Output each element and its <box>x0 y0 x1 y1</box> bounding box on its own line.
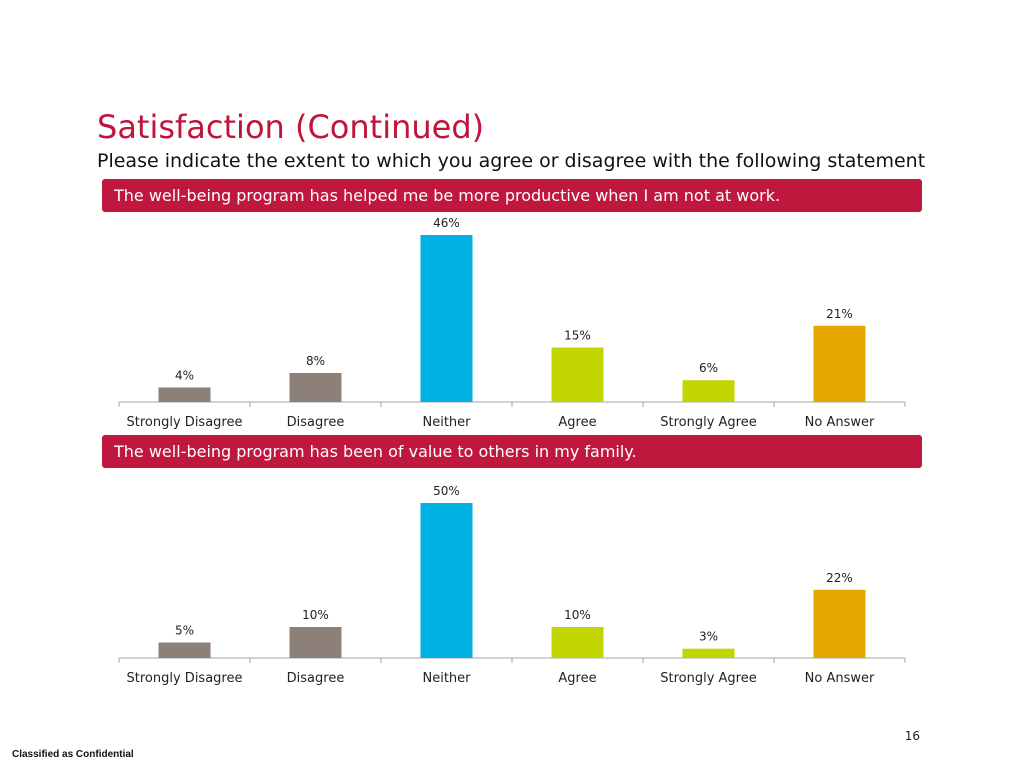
chart-1-data-label: 8% <box>306 354 325 368</box>
chart-2-tick-label: Disagree <box>287 671 345 686</box>
chart-1-data-label: 21% <box>826 307 853 321</box>
chart-1-data-label: 15% <box>564 329 591 343</box>
chart-1-bar <box>813 325 866 402</box>
chart-2-data-label: 50% <box>433 484 460 498</box>
chart-2-tick-label: Agree <box>558 671 596 686</box>
chart-2: 5% Strongly Disagree 10% Disagree 50% Neither… <box>118 484 906 686</box>
chart-2-bar <box>420 503 473 658</box>
chart-1-data-label: 6% <box>699 361 718 375</box>
chart-2-bar <box>289 627 342 658</box>
chart-1-banner: The well-being program has helped me be … <box>102 179 922 212</box>
chart-1-tick-label: Agree <box>558 415 596 430</box>
chart-2-tick-label: Strongly Disagree <box>127 671 243 686</box>
chart-1-tick-label: Strongly Disagree <box>127 415 243 430</box>
chart-1-bar <box>682 380 735 402</box>
confidentiality-footer: Classified as Confidential <box>12 749 134 760</box>
chart-2-data-label: 5% <box>175 624 194 638</box>
chart-2-bar <box>813 589 866 658</box>
page-subtitle: Please indicate the extent to which you … <box>97 150 926 172</box>
chart-1-bar <box>420 235 473 402</box>
chart-1-data-label: 46% <box>433 216 460 230</box>
chart-1-tick-label: Neither <box>422 415 471 430</box>
chart-2-tick-label: Strongly Agree <box>660 671 757 686</box>
chart-1-tick-label: No Answer <box>805 415 875 430</box>
chart-1: 4% Strongly Disagree 8% Disagree 46% Neither 1… <box>118 216 906 430</box>
chart-2-data-label: 10% <box>302 608 329 622</box>
chart-2-banner: The well-being program has been of value… <box>102 435 922 468</box>
chart-1-bar <box>551 347 604 402</box>
chart-2-data-label: 3% <box>699 630 718 644</box>
chart-2-data-label: 10% <box>564 608 591 622</box>
chart-1-tick-label: Strongly Agree <box>660 415 757 430</box>
chart-1-bar <box>158 387 211 402</box>
chart-2-data-label: 22% <box>826 571 853 585</box>
chart-1-tick-label: Disagree <box>287 415 345 430</box>
chart-1-data-label: 4% <box>175 368 194 382</box>
chart-2-tick-label: No Answer <box>805 671 875 686</box>
page-title: Satisfaction (Continued) <box>97 108 485 146</box>
chart-2-bar <box>158 642 211 658</box>
chart-1-bar <box>289 372 342 402</box>
page-number: 16 <box>904 729 920 743</box>
chart-2-bar <box>551 627 604 658</box>
chart-2-tick-label: Neither <box>422 671 471 686</box>
chart-2-bar <box>682 648 735 658</box>
